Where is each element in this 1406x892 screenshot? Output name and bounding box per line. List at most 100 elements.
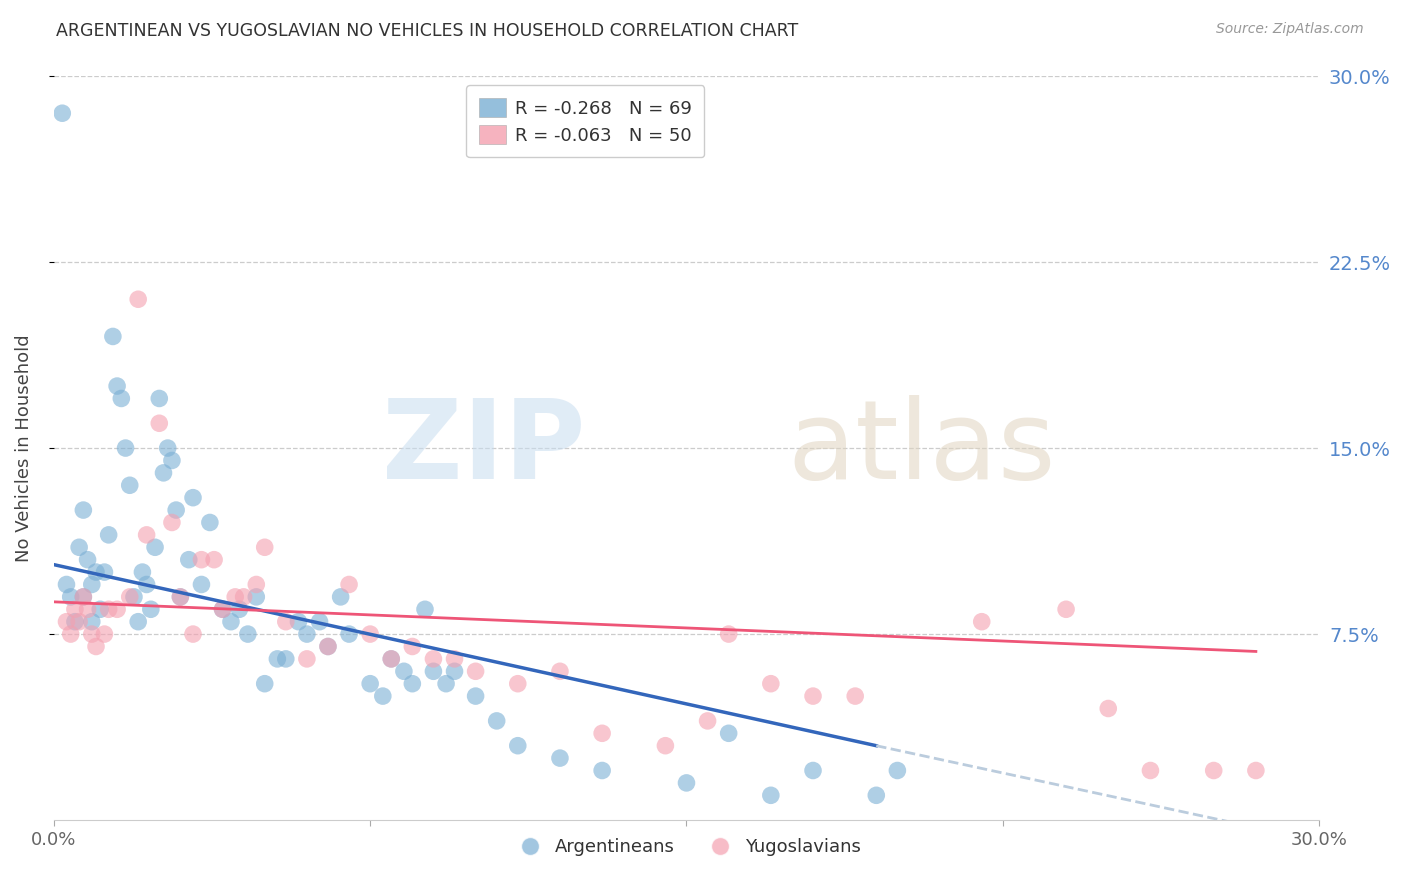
Point [202,552,225,566]
Point [114,441,136,455]
Point [59,627,82,641]
Point [295,652,318,666]
Point [548,751,571,765]
Point [392,665,415,679]
Point [506,739,529,753]
Point [118,590,141,604]
Point [316,640,339,654]
Point [84,640,107,654]
Point [80,577,103,591]
Point [76,602,98,616]
Point [401,676,423,690]
Point [591,726,613,740]
Point [266,652,288,666]
Point [80,615,103,629]
Point [443,652,465,666]
Point [148,392,170,406]
Point [211,602,233,616]
Point [219,615,242,629]
Point [110,392,132,406]
Point [156,441,179,455]
Point [67,615,90,629]
Point [228,602,250,616]
Point [801,764,824,778]
Point [274,652,297,666]
Point [464,665,486,679]
Point [422,665,444,679]
Point [72,590,94,604]
Point [76,552,98,566]
Text: ZIP: ZIP [382,394,585,501]
Point [443,665,465,679]
Point [253,676,276,690]
Point [434,676,457,690]
Point [198,516,221,530]
Point [717,627,740,641]
Point [72,503,94,517]
Point [359,627,381,641]
Point [329,590,352,604]
Point [131,565,153,579]
Point [1244,764,1267,778]
Point [160,453,183,467]
Point [422,652,444,666]
Point [295,627,318,641]
Point [55,615,77,629]
Point [181,627,204,641]
Point [359,676,381,690]
Point [72,590,94,604]
Point [93,565,115,579]
Point [506,676,529,690]
Point [844,689,866,703]
Point [101,329,124,343]
Point [253,541,276,555]
Point [970,615,993,629]
Point [97,602,120,616]
Point [51,106,73,120]
Point [89,602,111,616]
Point [485,714,508,728]
Point [654,739,676,753]
Point [165,503,187,517]
Point [84,565,107,579]
Y-axis label: No Vehicles in Household: No Vehicles in Household [15,334,32,562]
Point [55,577,77,591]
Point [169,590,191,604]
Point [1054,602,1077,616]
Point [316,640,339,654]
Point [127,615,149,629]
Point [93,627,115,641]
Point [337,577,360,591]
Point [717,726,740,740]
Point [177,552,200,566]
Point [181,491,204,505]
Point [548,665,571,679]
Point [380,652,402,666]
Point [759,789,782,803]
Point [274,615,297,629]
Point [1097,701,1119,715]
Point [759,676,782,690]
Point [413,602,436,616]
Point [160,516,183,530]
Legend: Argentineans, Yugoslavians: Argentineans, Yugoslavians [505,830,869,863]
Point [801,689,824,703]
Point [105,379,128,393]
Point [63,615,86,629]
Point [886,764,908,778]
Point [118,478,141,492]
Point [464,689,486,703]
Point [1139,764,1161,778]
Point [1202,764,1225,778]
Point [190,552,212,566]
Point [152,466,174,480]
Text: ARGENTINEAN VS YUGOSLAVIAN NO VEHICLES IN HOUSEHOLD CORRELATION CHART: ARGENTINEAN VS YUGOSLAVIAN NO VEHICLES I… [56,22,799,40]
Point [80,627,103,641]
Point [380,652,402,666]
Point [139,602,162,616]
Point [59,590,82,604]
Point [224,590,246,604]
Point [287,615,309,629]
Point [865,789,887,803]
Point [122,590,145,604]
